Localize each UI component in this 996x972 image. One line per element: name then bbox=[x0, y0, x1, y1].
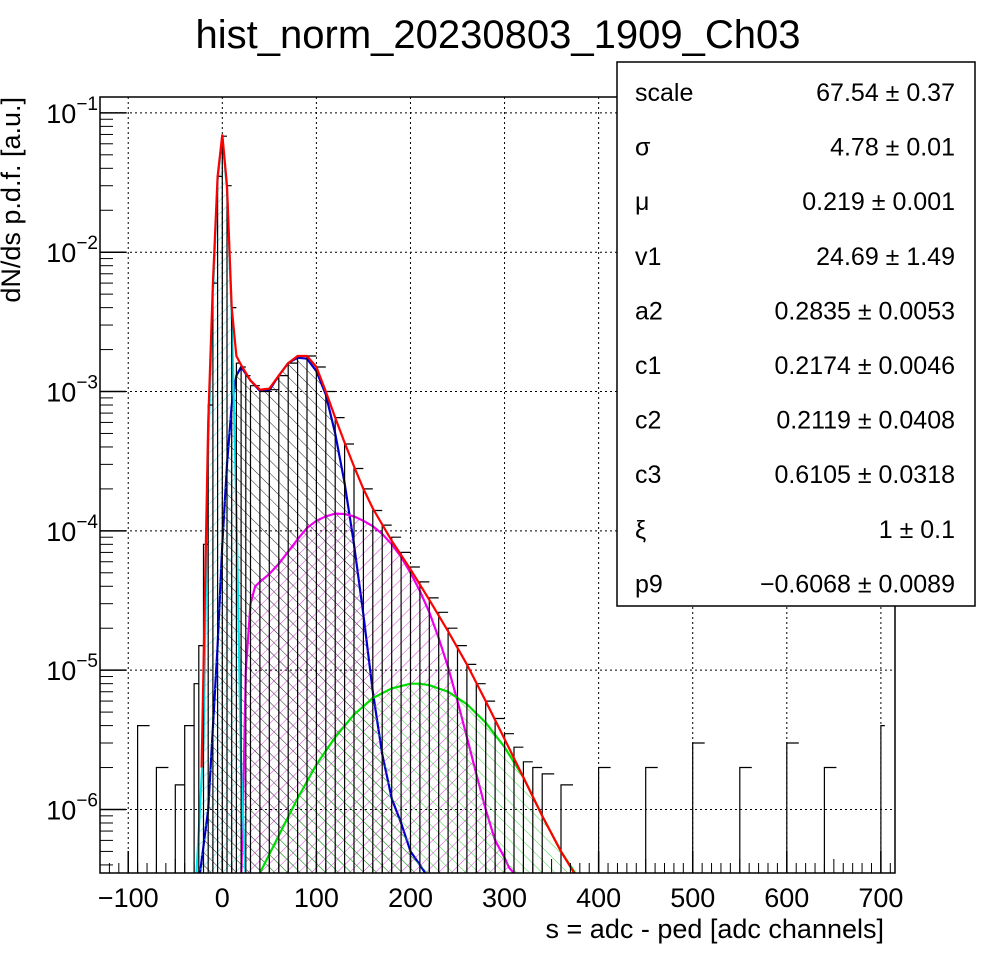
x-tick-label: 600 bbox=[764, 883, 809, 913]
x-tick-label: 100 bbox=[294, 883, 339, 913]
stat-value: 0.2174 ± 0.0046 bbox=[774, 352, 955, 380]
x-tick-label: 200 bbox=[388, 883, 433, 913]
series-5-fill-area bbox=[259, 683, 576, 873]
y-tick-label: 10−3 bbox=[46, 373, 98, 408]
stat-value: 0.2119 ± 0.0408 bbox=[776, 407, 955, 435]
stat-name: a2 bbox=[635, 297, 663, 325]
stat-name: ξ bbox=[635, 516, 646, 544]
x-tick-label: 400 bbox=[576, 883, 621, 913]
chart-title: hist_norm_20230803_1909_Ch03 bbox=[196, 13, 801, 57]
y-tick-label: 10−1 bbox=[46, 94, 98, 129]
stat-value: 0.6105 ± 0.0318 bbox=[774, 461, 955, 489]
stats-box-frame bbox=[616, 61, 976, 607]
x-tick-label: 700 bbox=[858, 883, 903, 913]
stat-name: μ bbox=[635, 188, 649, 216]
stat-name: c1 bbox=[635, 352, 661, 380]
stats-box: scale 67.54 ± 0.37 σ 4.78 ± 0.01 μ 0.219 ± 0.… bbox=[616, 61, 976, 607]
stat-name: c2 bbox=[635, 407, 661, 435]
y-tick-label: 10−4 bbox=[46, 512, 98, 547]
stat-value: 67.54 ± 0.37 bbox=[816, 79, 955, 107]
stat-value: 1 ± 0.1 bbox=[879, 516, 955, 544]
x-tick-label: 0 bbox=[215, 883, 230, 913]
stat-name: c3 bbox=[635, 461, 661, 489]
stat-value: 4.78 ± 0.01 bbox=[830, 134, 955, 162]
x-tick-label: −100 bbox=[98, 883, 159, 913]
y-axis-label: dN/ds p.d.f. [a.u.] bbox=[0, 97, 26, 303]
x-tick-label: 500 bbox=[670, 883, 715, 913]
series-layer bbox=[137, 134, 885, 873]
y-tick-label: 10−2 bbox=[46, 233, 98, 268]
stat-value: 24.69 ± 1.49 bbox=[816, 243, 955, 271]
x-tick-label: 300 bbox=[482, 883, 527, 913]
stat-name: v1 bbox=[635, 243, 661, 271]
x-axis-label: s = adc - ped [adc channels] bbox=[546, 914, 884, 944]
stat-value: 0.2835 ± 0.0053 bbox=[774, 297, 955, 325]
stat-value: −0.6068 ± 0.0089 bbox=[760, 570, 955, 598]
axes: −100 0 100 200 300 400 500 600 700 10−6 10−5 10−4 10… bbox=[46, 94, 903, 913]
stat-name: p9 bbox=[635, 570, 663, 598]
y-tick-label: 10−5 bbox=[46, 651, 98, 686]
stat-name: σ bbox=[635, 134, 651, 162]
series-1-line-line bbox=[200, 134, 576, 873]
y-tick-label: 10−6 bbox=[46, 790, 98, 825]
stat-name: scale bbox=[635, 79, 693, 107]
stat-value: 0.219 ± 0.001 bbox=[802, 188, 955, 216]
